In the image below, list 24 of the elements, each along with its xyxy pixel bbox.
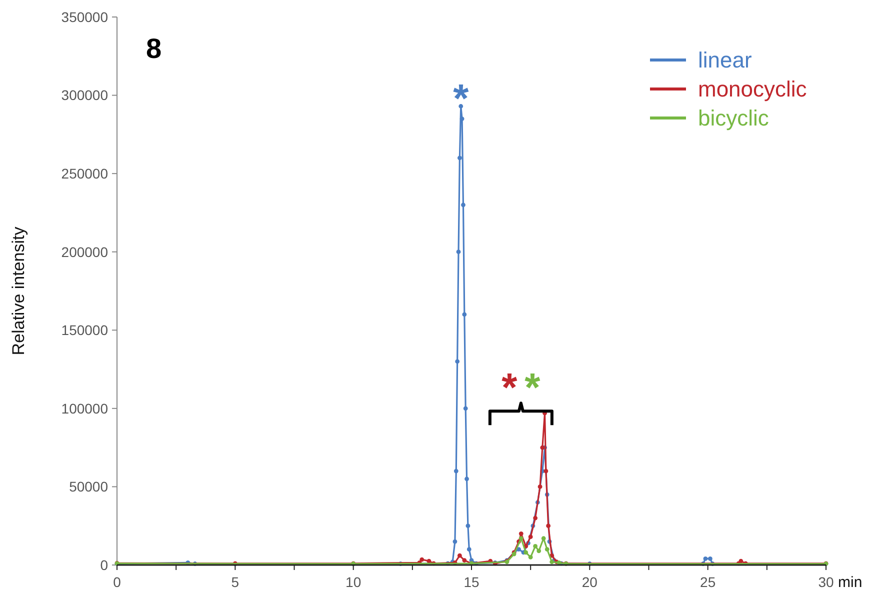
y-tick-label: 250000 (61, 165, 108, 182)
x-axis-title: min (838, 574, 862, 591)
x-tick-label: 5 (231, 574, 240, 590)
y-tick-label: 0 (100, 556, 108, 573)
x-tick-label: 25 (700, 574, 716, 590)
annotation: * (453, 77, 470, 122)
x-tick-label: 30 (818, 574, 834, 590)
y-tick-label: 150000 (61, 322, 108, 338)
x-tick-label: 20 (582, 574, 598, 590)
x-tick-label: 0 (113, 574, 122, 590)
y-axis-title: Relative intensity (9, 226, 28, 356)
y-tick-label: 200000 (61, 244, 108, 260)
x-tick-label: 15 (464, 574, 480, 590)
y-tick-label: 50000 (69, 478, 108, 495)
x-tick-label: 10 (346, 574, 362, 590)
text: 8 (146, 33, 162, 64)
annotation: * (502, 366, 518, 410)
y-tick-label: 350000 (61, 8, 108, 25)
legend-label: monocyclic (698, 76, 807, 102)
y-tick-label: 300000 (61, 87, 108, 104)
legend-label: linear (698, 48, 752, 73)
legend-label: bicyclic (698, 106, 769, 131)
y-tick-label: 100000 (61, 400, 108, 416)
annotation: * (524, 366, 541, 410)
